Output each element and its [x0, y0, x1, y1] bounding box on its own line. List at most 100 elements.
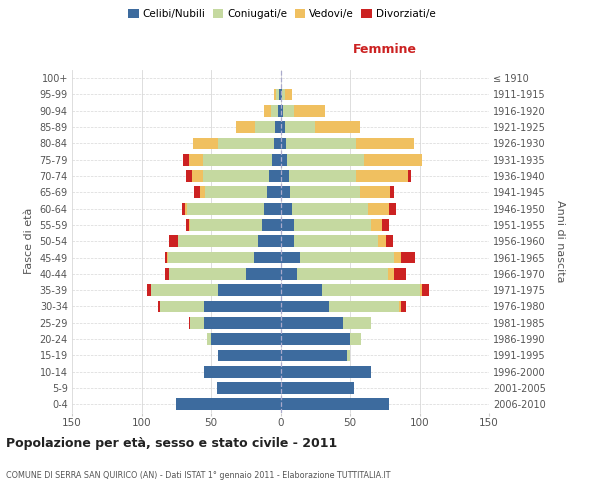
Bar	[191, 170, 203, 182]
Bar	[189, 154, 203, 166]
Bar	[398, 300, 401, 312]
Bar	[281, 382, 354, 394]
Bar	[386, 236, 393, 247]
Bar	[203, 170, 269, 182]
Bar	[254, 252, 281, 264]
Bar	[190, 317, 204, 328]
Bar	[281, 236, 295, 247]
Bar	[292, 203, 368, 214]
Text: COMUNE DI SERRA SAN QUIRICO (AN) - Dati ISTAT 1° gennaio 2011 - Elaborazione TUT: COMUNE DI SERRA SAN QUIRICO (AN) - Dati …	[6, 470, 391, 480]
Bar	[284, 88, 292, 101]
Bar	[200, 186, 205, 198]
Bar	[169, 268, 246, 280]
Bar	[256, 121, 275, 133]
Bar	[272, 154, 281, 166]
Bar	[281, 268, 297, 280]
Bar	[190, 219, 262, 231]
Bar	[282, 88, 284, 101]
Bar	[211, 333, 281, 345]
Bar	[218, 350, 281, 362]
Bar	[271, 105, 278, 117]
Bar	[264, 105, 271, 117]
Bar	[289, 170, 356, 182]
Bar	[281, 219, 295, 231]
Bar	[343, 317, 371, 328]
Bar	[217, 382, 281, 394]
Bar	[281, 138, 286, 149]
Bar	[281, 300, 329, 312]
Bar	[151, 284, 218, 296]
Bar	[281, 88, 282, 101]
Bar	[277, 88, 279, 101]
Bar	[158, 300, 160, 312]
Bar	[281, 154, 287, 166]
Bar	[236, 121, 256, 133]
Bar	[204, 317, 281, 328]
Bar	[281, 350, 347, 362]
Bar	[290, 186, 360, 198]
Bar	[286, 138, 356, 149]
Bar	[279, 88, 281, 101]
Bar	[183, 154, 189, 166]
Bar	[281, 252, 300, 264]
Bar	[360, 186, 391, 198]
Bar	[246, 268, 281, 280]
Bar	[182, 203, 185, 214]
Y-axis label: Fasce di età: Fasce di età	[24, 208, 34, 274]
Bar	[356, 138, 414, 149]
Bar	[281, 317, 343, 328]
Bar	[350, 333, 361, 345]
Bar	[165, 268, 169, 280]
Bar	[169, 236, 178, 247]
Bar	[207, 333, 211, 345]
Bar	[264, 203, 281, 214]
Bar	[186, 170, 191, 182]
Bar	[167, 252, 168, 264]
Bar	[186, 219, 189, 231]
Bar	[409, 170, 411, 182]
Bar	[382, 219, 389, 231]
Bar	[356, 170, 409, 182]
Bar	[347, 350, 350, 362]
Bar	[165, 252, 167, 264]
Y-axis label: Anni di nascita: Anni di nascita	[556, 200, 565, 282]
Bar	[329, 300, 398, 312]
Bar	[281, 366, 371, 378]
Bar	[281, 333, 350, 345]
Bar	[204, 300, 281, 312]
Bar	[371, 219, 382, 231]
Bar	[203, 154, 272, 166]
Bar	[193, 138, 218, 149]
Bar	[287, 154, 364, 166]
Bar	[281, 203, 292, 214]
Bar	[269, 170, 281, 182]
Bar	[284, 121, 315, 133]
Bar	[281, 105, 283, 117]
Bar	[274, 88, 277, 101]
Bar	[281, 398, 389, 410]
Bar	[295, 219, 371, 231]
Bar	[283, 105, 295, 117]
Bar	[275, 121, 281, 133]
Bar	[218, 284, 281, 296]
Bar	[147, 284, 151, 296]
Bar	[378, 236, 386, 247]
Bar	[368, 203, 389, 214]
Bar	[189, 317, 190, 328]
Bar	[258, 236, 281, 247]
Bar	[422, 284, 429, 296]
Bar	[297, 268, 388, 280]
Bar	[394, 268, 406, 280]
Bar	[160, 300, 204, 312]
Bar	[394, 252, 401, 264]
Bar	[189, 219, 190, 231]
Bar	[168, 252, 254, 264]
Bar	[187, 203, 264, 214]
Bar	[185, 203, 187, 214]
Text: Popolazione per età, sesso e stato civile - 2011: Popolazione per età, sesso e stato civil…	[6, 438, 337, 450]
Bar	[204, 366, 281, 378]
Bar	[281, 186, 290, 198]
Bar	[178, 236, 258, 247]
Bar	[266, 186, 281, 198]
Bar	[419, 284, 422, 296]
